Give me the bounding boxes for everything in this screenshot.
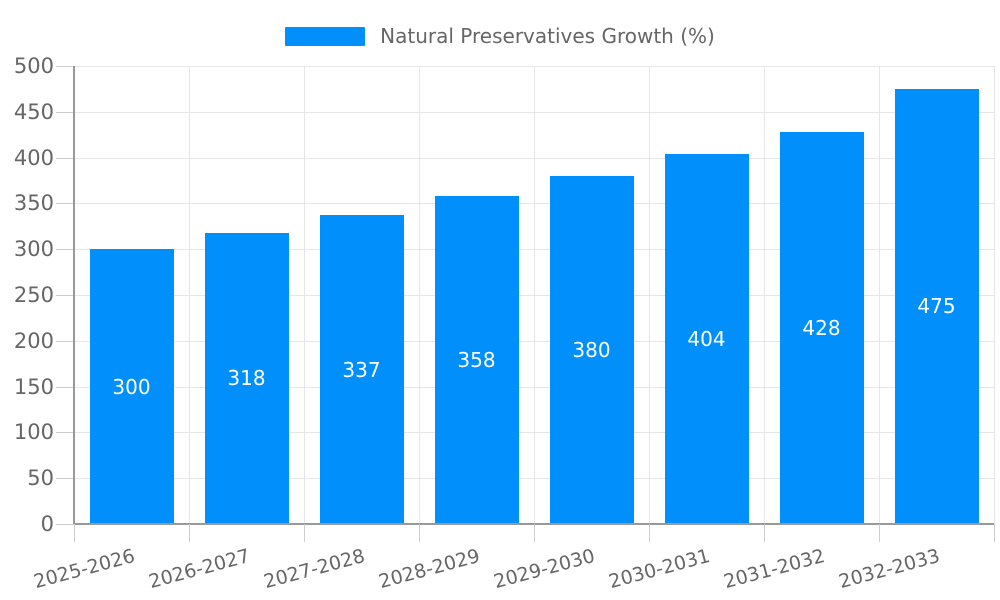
y-tick-label: 200 bbox=[13, 328, 54, 353]
y-tick-label: 400 bbox=[13, 145, 54, 170]
bar bbox=[549, 175, 634, 524]
legend: Natural Preservatives Growth (%) bbox=[0, 24, 1000, 48]
bar bbox=[779, 131, 864, 524]
v-gridline bbox=[994, 66, 995, 524]
x-tick-label: 2025-2026 bbox=[31, 545, 138, 594]
y-tick-label: 350 bbox=[13, 191, 54, 216]
x-axis-tick bbox=[649, 524, 650, 542]
bar-value-label: 380 bbox=[572, 337, 611, 362]
v-gridline bbox=[304, 66, 305, 524]
y-axis-tick bbox=[56, 340, 74, 342]
v-gridline bbox=[419, 66, 420, 524]
v-gridline bbox=[189, 66, 190, 524]
x-axis-tick bbox=[994, 524, 995, 542]
y-axis-tick bbox=[56, 203, 74, 205]
x-axis-tick bbox=[764, 524, 765, 542]
y-tick-label: 150 bbox=[13, 374, 54, 399]
bar-value-label: 475 bbox=[917, 294, 956, 319]
legend-item[interactable]: Natural Preservatives Growth (%) bbox=[285, 24, 715, 48]
bar bbox=[894, 88, 979, 524]
bar-value-label: 404 bbox=[687, 326, 726, 351]
x-tick-label: 2032-2033 bbox=[836, 545, 943, 594]
y-tick-label: 250 bbox=[13, 283, 54, 307]
y-axis-tick bbox=[56, 295, 74, 296]
bar-value-label: 358 bbox=[457, 348, 496, 373]
legend-swatch-icon bbox=[285, 26, 366, 46]
x-tick-label: 2026-2027 bbox=[146, 545, 253, 594]
y-tick-label: 50 bbox=[27, 466, 54, 491]
bar bbox=[664, 153, 749, 524]
y-axis-tick bbox=[56, 111, 74, 113]
y-axis-line bbox=[73, 66, 75, 524]
y-tick-label: 0 bbox=[40, 512, 54, 536]
x-axis-tick bbox=[189, 524, 190, 542]
bar-value-label: 300 bbox=[112, 374, 151, 399]
bar-value-label: 428 bbox=[802, 315, 841, 340]
v-gridline bbox=[649, 66, 650, 524]
y-axis-tick bbox=[56, 157, 74, 159]
x-tick-label: 2028-2029 bbox=[376, 545, 483, 594]
y-axis-tick bbox=[56, 478, 74, 480]
y-axis-tick bbox=[56, 386, 74, 388]
x-tick-label: 2029-2030 bbox=[491, 545, 598, 594]
bar-value-label: 318 bbox=[227, 366, 266, 391]
bar-value-label: 337 bbox=[342, 357, 381, 382]
bar bbox=[204, 232, 289, 524]
bar bbox=[89, 249, 174, 524]
x-axis-tick bbox=[534, 524, 535, 542]
v-gridline bbox=[534, 66, 535, 524]
y-axis-tick bbox=[56, 66, 74, 67]
y-axis-tick bbox=[56, 524, 74, 525]
y-tick-label: 500 bbox=[13, 54, 54, 78]
y-axis-tick bbox=[56, 432, 74, 434]
v-gridline bbox=[764, 66, 765, 524]
x-axis-tick bbox=[419, 524, 420, 542]
legend-label: Natural Preservatives Growth (%) bbox=[380, 24, 715, 48]
y-tick-label: 450 bbox=[13, 99, 54, 124]
x-axis-tick bbox=[74, 524, 75, 542]
x-axis-tick bbox=[304, 524, 305, 542]
v-gridline bbox=[879, 66, 880, 524]
bar bbox=[434, 196, 519, 524]
y-tick-label: 100 bbox=[13, 420, 54, 445]
y-tick-label: 300 bbox=[13, 237, 54, 262]
x-axis-tick bbox=[879, 524, 880, 542]
y-axis-tick bbox=[56, 249, 74, 251]
x-tick-label: 2031-2032 bbox=[721, 545, 828, 594]
bar bbox=[319, 215, 404, 524]
x-tick-label: 2027-2028 bbox=[261, 545, 368, 594]
x-tick-label: 2030-2031 bbox=[606, 545, 713, 594]
